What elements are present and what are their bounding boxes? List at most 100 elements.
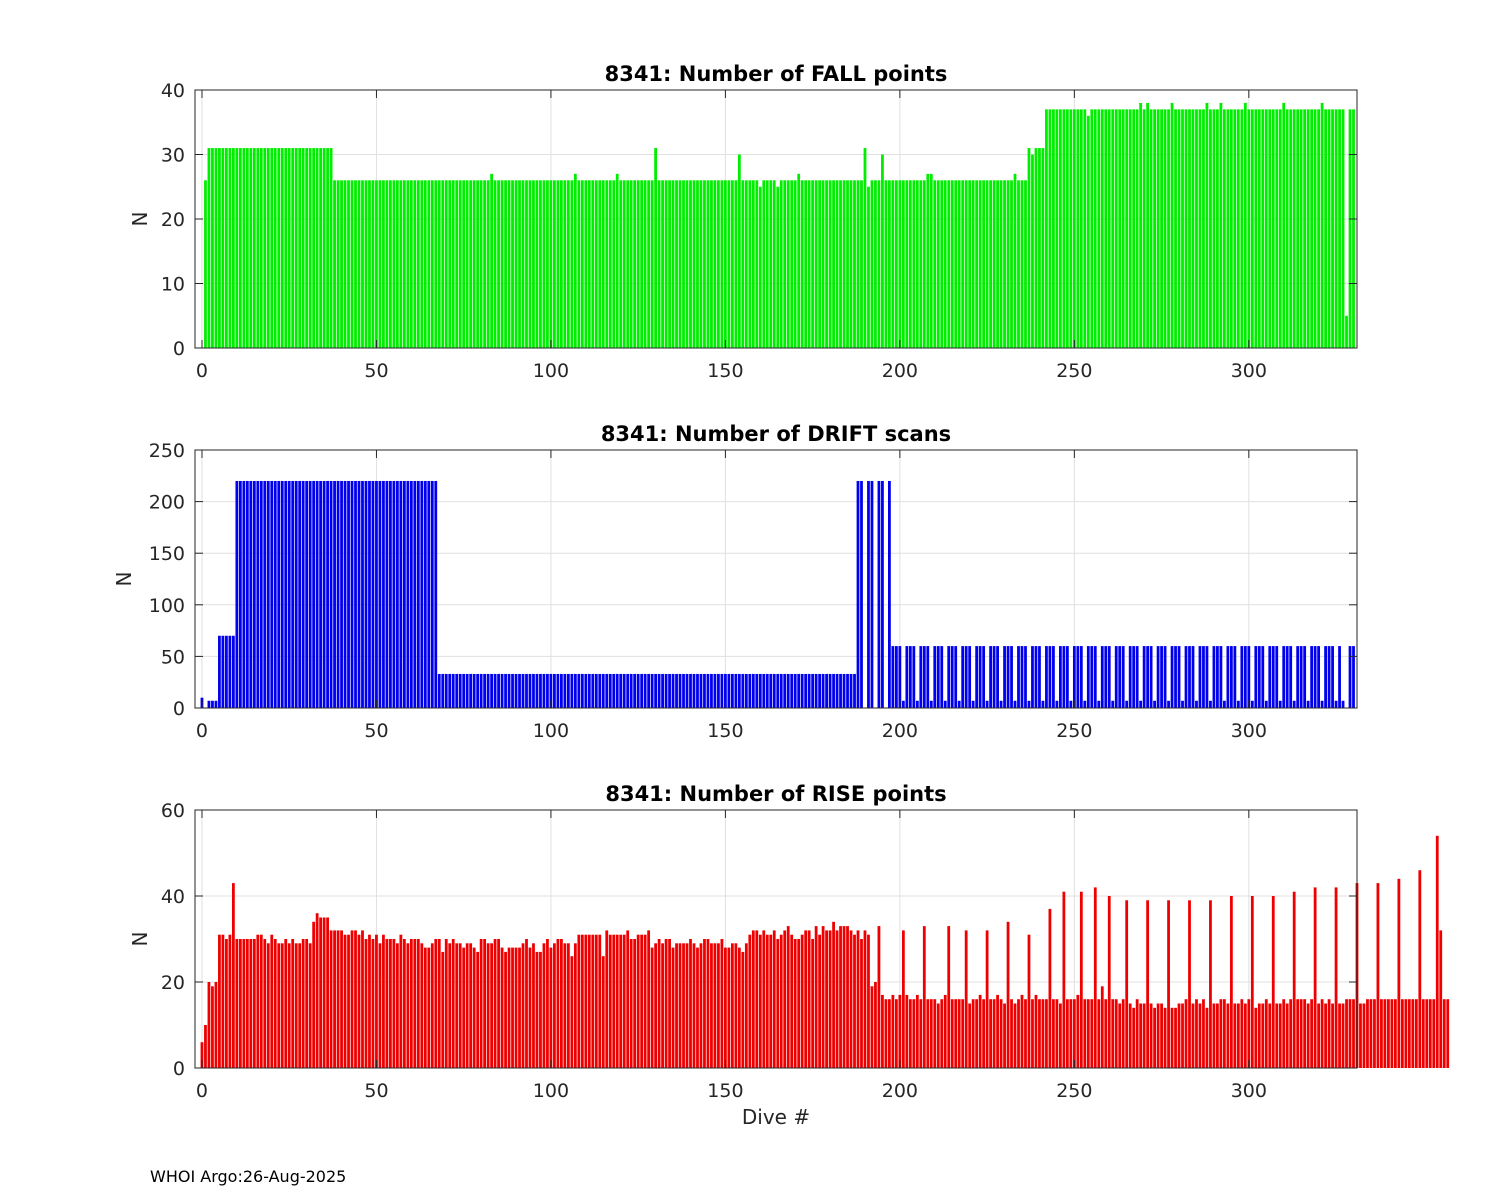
bar bbox=[776, 186, 780, 348]
bar bbox=[957, 700, 961, 708]
bar bbox=[724, 947, 727, 1068]
bar bbox=[1296, 646, 1300, 708]
y-axis-label: N bbox=[128, 932, 152, 947]
bar bbox=[528, 947, 532, 1068]
bar bbox=[1292, 700, 1296, 708]
bar bbox=[280, 148, 284, 348]
x-tick-label: 100 bbox=[533, 360, 569, 382]
bar bbox=[371, 939, 375, 1068]
bar bbox=[720, 180, 724, 348]
bar bbox=[1086, 646, 1090, 708]
bar bbox=[901, 180, 905, 348]
bar bbox=[978, 180, 982, 348]
bar bbox=[779, 673, 783, 708]
bar bbox=[1209, 900, 1212, 1068]
bar bbox=[1254, 109, 1258, 348]
bar bbox=[1093, 887, 1097, 1068]
bar bbox=[1156, 109, 1160, 348]
bar bbox=[437, 180, 441, 348]
bar bbox=[546, 673, 549, 708]
bar bbox=[807, 180, 811, 348]
bar bbox=[727, 673, 731, 708]
bar bbox=[776, 673, 780, 708]
x-tick-label: 150 bbox=[707, 1080, 743, 1102]
bar bbox=[1236, 1003, 1240, 1068]
bar bbox=[1261, 1003, 1265, 1068]
bar bbox=[825, 673, 828, 708]
bar bbox=[490, 173, 493, 348]
bar bbox=[1390, 999, 1394, 1068]
bar bbox=[1414, 999, 1418, 1068]
bar bbox=[936, 180, 940, 348]
bar bbox=[922, 926, 926, 1068]
bar bbox=[654, 673, 658, 708]
bar bbox=[1313, 646, 1317, 708]
bar bbox=[1010, 999, 1013, 1068]
bar bbox=[1373, 999, 1376, 1068]
bar bbox=[940, 180, 944, 348]
bar bbox=[204, 1025, 207, 1068]
bar bbox=[1107, 109, 1111, 348]
bar bbox=[933, 180, 937, 348]
bar bbox=[504, 673, 507, 708]
bar bbox=[1181, 109, 1184, 348]
y-tick-label: 0 bbox=[173, 698, 185, 720]
bar bbox=[1320, 999, 1324, 1068]
bar bbox=[525, 939, 528, 1068]
bar bbox=[1264, 700, 1268, 708]
bar bbox=[549, 180, 553, 348]
bar bbox=[430, 480, 434, 708]
bar bbox=[1031, 646, 1034, 708]
bar bbox=[881, 994, 884, 1068]
bar bbox=[657, 939, 661, 1068]
bar bbox=[908, 999, 912, 1068]
bar bbox=[1334, 700, 1338, 708]
bar bbox=[441, 180, 445, 348]
bar bbox=[867, 480, 870, 708]
bar bbox=[1341, 1003, 1345, 1068]
bar bbox=[270, 934, 274, 1068]
bar bbox=[497, 180, 500, 348]
bar bbox=[277, 480, 281, 708]
bar bbox=[1132, 109, 1136, 348]
bar bbox=[472, 180, 476, 348]
bar bbox=[772, 930, 776, 1068]
bar bbox=[682, 180, 685, 348]
bar bbox=[1212, 109, 1216, 348]
bar bbox=[504, 180, 507, 348]
bar bbox=[622, 673, 626, 708]
bar bbox=[322, 480, 326, 708]
bar bbox=[218, 148, 221, 348]
bar bbox=[1163, 646, 1167, 708]
bar bbox=[954, 999, 958, 1068]
bar bbox=[877, 180, 881, 348]
bar bbox=[1097, 999, 1101, 1068]
bar bbox=[1205, 646, 1209, 708]
bar bbox=[1275, 1003, 1279, 1068]
bar bbox=[451, 180, 455, 348]
bar bbox=[947, 646, 951, 708]
bar bbox=[423, 947, 427, 1068]
bar bbox=[668, 673, 671, 708]
bar bbox=[413, 180, 417, 348]
bar bbox=[915, 180, 919, 348]
bar bbox=[336, 930, 340, 1068]
bar bbox=[1345, 999, 1348, 1068]
bar bbox=[825, 180, 828, 348]
y-tick-label: 100 bbox=[149, 595, 185, 617]
bar bbox=[772, 673, 776, 708]
bar bbox=[629, 180, 633, 348]
bar bbox=[1048, 109, 1052, 348]
bar bbox=[577, 180, 581, 348]
bar bbox=[751, 673, 755, 708]
bar bbox=[1163, 109, 1167, 348]
bar bbox=[929, 999, 933, 1068]
bar bbox=[343, 934, 347, 1068]
bar bbox=[406, 180, 410, 348]
bar bbox=[273, 939, 277, 1068]
bar bbox=[800, 180, 804, 348]
bar bbox=[1052, 999, 1055, 1068]
bar bbox=[277, 943, 281, 1068]
bar bbox=[1090, 999, 1094, 1068]
bar bbox=[441, 951, 445, 1068]
